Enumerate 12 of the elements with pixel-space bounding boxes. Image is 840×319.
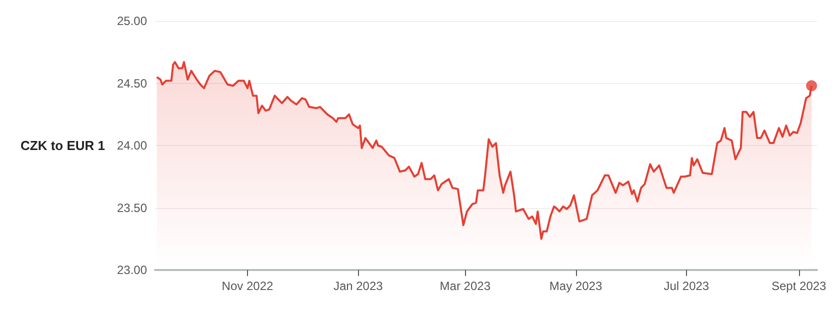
- x-tick-label: Sept 2023: [772, 279, 827, 293]
- y-tick-label: 23.50: [116, 200, 148, 215]
- x-tick-label: Nov 2022: [222, 279, 274, 293]
- y-tick-label: 24.50: [116, 76, 148, 90]
- y-axis-title: CZK to EUR 1: [20, 138, 105, 153]
- x-tick-label: May 2023: [549, 279, 602, 293]
- y-tick-label: 25.00: [116, 14, 148, 28]
- x-tick-label: Jan 2023: [333, 279, 384, 293]
- x-tick-label: Jul 2023: [664, 279, 710, 293]
- y-tick-label: 24.00: [116, 138, 148, 152]
- x-tick-label: Mar 2023: [440, 279, 491, 293]
- y-tick-label: 23.00: [116, 263, 148, 277]
